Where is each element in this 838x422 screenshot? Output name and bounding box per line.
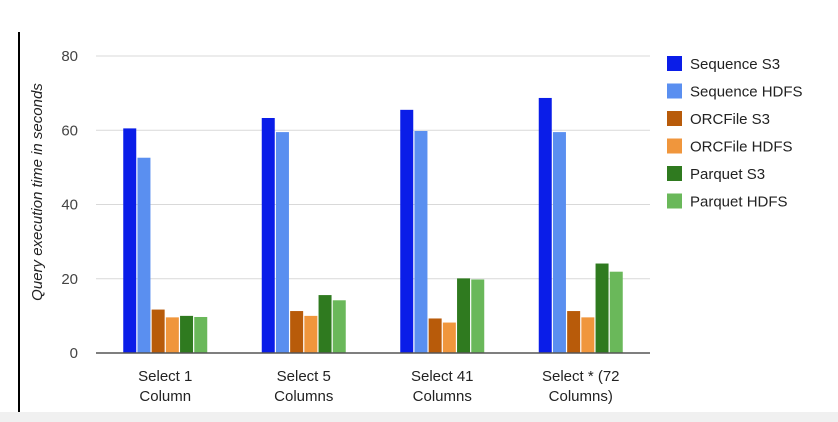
legend-label: ORCFile S3 xyxy=(690,111,770,128)
bottom-band xyxy=(0,412,838,422)
y-tick-labels: 0 20 40 60 80 xyxy=(61,48,78,362)
y-tick-label: 80 xyxy=(61,48,78,65)
x-tick-label: Columns xyxy=(274,388,333,405)
bar xyxy=(428,318,442,353)
y-tick-label: 40 xyxy=(61,197,78,214)
bar xyxy=(538,97,552,353)
bar xyxy=(442,322,456,353)
legend-label: Parquet HDFS xyxy=(690,194,788,211)
bar xyxy=(609,271,623,353)
bar xyxy=(318,295,332,353)
bar xyxy=(290,311,304,353)
bar xyxy=(261,117,275,353)
legend-label: Parquet S3 xyxy=(690,166,765,183)
bar xyxy=(304,315,318,353)
y-tick-label: 60 xyxy=(61,122,78,139)
x-tick-label: Select 5 xyxy=(277,368,331,385)
x-tick-label: Column xyxy=(139,388,191,405)
legend-label: ORCFile HDFS xyxy=(690,139,793,156)
bar xyxy=(123,128,137,353)
bar xyxy=(165,317,179,353)
x-tick-label: Columns) xyxy=(549,388,613,405)
bar xyxy=(151,309,165,353)
y-tick-label: 0 xyxy=(70,345,78,362)
bar xyxy=(595,263,609,353)
bar xyxy=(400,109,414,353)
x-tick-label: Select 1 xyxy=(138,368,192,385)
legend-swatch xyxy=(667,138,682,154)
bar xyxy=(137,157,151,353)
bars xyxy=(123,97,623,353)
bar xyxy=(414,130,428,353)
legend-swatch xyxy=(667,166,682,181)
bar xyxy=(180,315,194,353)
bar xyxy=(332,300,346,353)
bar xyxy=(552,132,566,353)
legend-swatch xyxy=(667,83,682,99)
legend-label: Sequence S3 xyxy=(690,56,780,73)
left-border-line xyxy=(18,32,20,412)
bar xyxy=(471,279,485,353)
bar xyxy=(275,132,289,353)
legend-swatch xyxy=(667,193,682,209)
x-tick-label: Select 41 xyxy=(411,368,474,385)
legend: Sequence S3 Sequence HDFS ORCFile S3 ORCFil… xyxy=(667,56,803,211)
legend-swatch xyxy=(667,56,682,71)
legend-label: Sequence HDFS xyxy=(690,84,803,101)
x-tick-label: Select * (72 xyxy=(542,368,620,385)
y-tick-label: 20 xyxy=(61,271,78,288)
bar xyxy=(194,316,208,353)
gridlines xyxy=(96,55,650,280)
legend-swatch xyxy=(667,111,682,126)
bar xyxy=(567,311,581,353)
category-labels: Select 1 Column Select 5 Columns Select 41 Co… xyxy=(138,368,619,405)
y-axis-label: Query execution time in seconds xyxy=(29,83,46,301)
bar xyxy=(457,278,471,353)
x-tick-label: Columns xyxy=(413,388,472,405)
bar xyxy=(581,317,595,353)
